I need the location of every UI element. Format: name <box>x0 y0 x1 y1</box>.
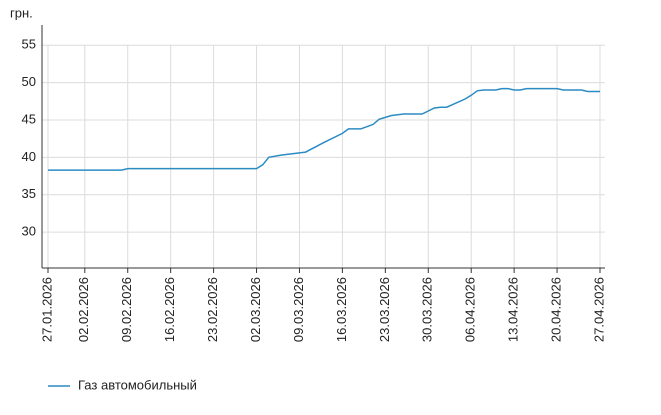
x-tick-label: 09.02.2026 <box>119 277 134 342</box>
y-tick-label: 30 <box>22 224 36 239</box>
x-tick-label: 02.02.2026 <box>76 277 91 342</box>
y-axis-label: грн. <box>10 5 33 20</box>
x-tick-label: 27.04.2026 <box>591 277 606 342</box>
x-tick-label: 30.03.2026 <box>420 277 435 342</box>
x-tick-label: 02.03.2026 <box>248 277 263 342</box>
y-tick-label: 50 <box>22 74 36 89</box>
y-tick-label: 40 <box>22 149 36 164</box>
x-tick-label: 16.03.2026 <box>334 277 349 342</box>
y-tick-label: 55 <box>22 37 36 52</box>
x-tick-label: 23.02.2026 <box>205 277 220 342</box>
x-tick-label: 13.04.2026 <box>506 277 521 342</box>
x-tick-label: 16.02.2026 <box>162 277 177 342</box>
data-line <box>48 87 600 171</box>
x-tick-label: 20.04.2026 <box>549 277 564 342</box>
y-tick-label: 35 <box>22 186 36 201</box>
x-tick-label: 06.04.2026 <box>463 277 478 342</box>
legend-label: Газ автомобильный <box>78 377 197 392</box>
x-tick-label: 23.03.2026 <box>377 277 392 342</box>
y-tick-label: 45 <box>22 111 36 126</box>
x-tick-label: 09.03.2026 <box>291 277 306 342</box>
x-tick-label: 27.01.2026 <box>39 277 54 342</box>
